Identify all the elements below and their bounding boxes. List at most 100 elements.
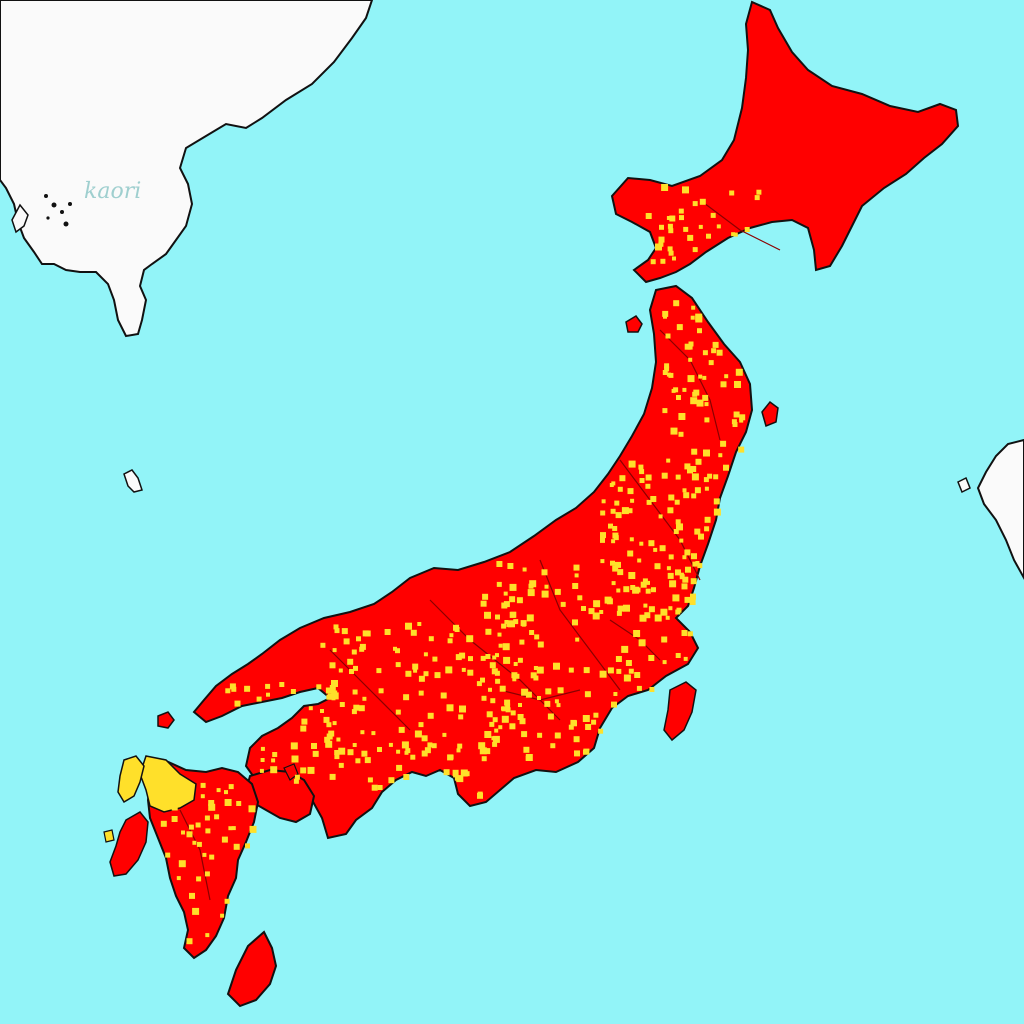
yellow-dot bbox=[673, 529, 679, 534]
yellow-dot bbox=[352, 689, 358, 695]
asian-mainland bbox=[0, 0, 374, 338]
yellow-dot bbox=[355, 758, 361, 764]
yellow-dot bbox=[484, 731, 492, 738]
yellow-dot bbox=[536, 666, 544, 674]
yellow-dot bbox=[356, 636, 361, 642]
yellow-dot bbox=[691, 473, 699, 481]
yellow-dot bbox=[665, 615, 670, 620]
yellow-dot bbox=[533, 675, 539, 681]
yellow-dot bbox=[517, 657, 523, 663]
yellow-dot bbox=[495, 678, 501, 684]
yellow-dot bbox=[414, 730, 422, 738]
yellow-dot bbox=[668, 372, 674, 378]
yellow-dot bbox=[537, 732, 543, 738]
yellow-dot bbox=[447, 638, 453, 644]
yellow-dot bbox=[545, 688, 552, 695]
yellow-dot bbox=[694, 487, 701, 494]
yellow-dot bbox=[353, 665, 358, 671]
yellow-dot bbox=[503, 656, 511, 664]
yellow-dot bbox=[544, 700, 551, 707]
yellow-dot bbox=[708, 360, 714, 366]
yellow-dot bbox=[667, 507, 674, 514]
yellow-dot bbox=[325, 687, 332, 694]
yellow-dot bbox=[418, 722, 424, 728]
yellow-dot bbox=[690, 466, 697, 472]
yellow-dot bbox=[616, 588, 621, 593]
yellow-dot bbox=[492, 741, 498, 747]
yellow-dot bbox=[675, 653, 681, 658]
yellow-dot bbox=[331, 696, 336, 701]
yellow-dot bbox=[427, 742, 433, 748]
yellow-dot bbox=[334, 750, 340, 755]
yellow-dot bbox=[621, 507, 629, 515]
yellow-dot bbox=[351, 649, 357, 655]
yellow-dot bbox=[575, 637, 580, 642]
yellow-dot bbox=[664, 366, 670, 372]
yellow-dot bbox=[467, 669, 474, 676]
yellow-dot bbox=[398, 726, 405, 733]
yellow-dot bbox=[554, 588, 561, 595]
yellow-dot bbox=[351, 709, 357, 715]
yellow-dot bbox=[489, 662, 496, 669]
yellow-dot bbox=[328, 730, 335, 737]
yellow-dot bbox=[613, 692, 618, 696]
yellow-dot bbox=[667, 246, 673, 252]
yellow-dot bbox=[405, 670, 412, 677]
yellow-dot bbox=[484, 611, 491, 619]
yellow-dot bbox=[353, 704, 360, 711]
yellow-dot bbox=[204, 871, 210, 877]
yellow-dot bbox=[522, 567, 527, 572]
yellow-dot bbox=[541, 569, 548, 576]
yellow-dot bbox=[517, 714, 524, 720]
yellow-dot bbox=[628, 460, 636, 468]
yellow-dot bbox=[216, 788, 221, 793]
yellow-dot bbox=[477, 792, 483, 799]
yellow-dot bbox=[396, 749, 401, 754]
yellow-dot bbox=[371, 784, 378, 791]
yellow-dot bbox=[537, 641, 544, 648]
yellow-dot bbox=[231, 826, 236, 831]
yellow-dot bbox=[332, 721, 337, 726]
yellow-dot bbox=[494, 728, 499, 733]
yellow-dot bbox=[621, 645, 629, 653]
yellow-dot bbox=[459, 705, 466, 713]
yellow-dot bbox=[720, 440, 727, 447]
yellow-dot bbox=[733, 411, 740, 418]
yellow-dot bbox=[456, 775, 464, 783]
yellow-dot bbox=[476, 681, 482, 687]
yellow-dot bbox=[659, 545, 666, 552]
yellow-dot bbox=[405, 622, 412, 630]
yellow-dot bbox=[690, 578, 697, 585]
yellow-dot bbox=[479, 747, 487, 755]
yellow-dot bbox=[259, 768, 264, 773]
yellow-dot bbox=[459, 652, 466, 659]
yellow-dot bbox=[588, 608, 595, 615]
yellow-dot bbox=[690, 315, 695, 320]
yellow-dot bbox=[329, 685, 336, 691]
yellow-dot bbox=[481, 756, 487, 762]
yellow-dot bbox=[615, 512, 622, 519]
yellow-dot bbox=[599, 670, 607, 678]
yellow-dot bbox=[658, 236, 665, 243]
yellow-dot bbox=[461, 667, 466, 672]
yellow-dot bbox=[364, 757, 371, 764]
yellow-dot bbox=[272, 752, 278, 757]
yellow-dot bbox=[361, 750, 368, 757]
yellow-dot bbox=[165, 852, 171, 858]
yellow-dot bbox=[583, 667, 590, 674]
yellow-dot bbox=[573, 736, 580, 743]
yellow-dot bbox=[519, 639, 525, 645]
yellow-dot bbox=[666, 458, 671, 463]
yellow-dot bbox=[688, 357, 693, 362]
yellow-dot bbox=[519, 718, 526, 725]
yellow-dot bbox=[690, 593, 696, 600]
yellow-dot bbox=[662, 660, 667, 665]
yellow-dot bbox=[395, 709, 401, 715]
yellow-dot bbox=[664, 363, 670, 369]
yellow-dot bbox=[336, 737, 341, 742]
yellow-dot bbox=[616, 668, 622, 674]
yellow-dot bbox=[208, 800, 215, 806]
yellow-dot bbox=[224, 790, 228, 795]
yellow-dot bbox=[691, 305, 696, 310]
yellow-dot bbox=[512, 677, 517, 682]
